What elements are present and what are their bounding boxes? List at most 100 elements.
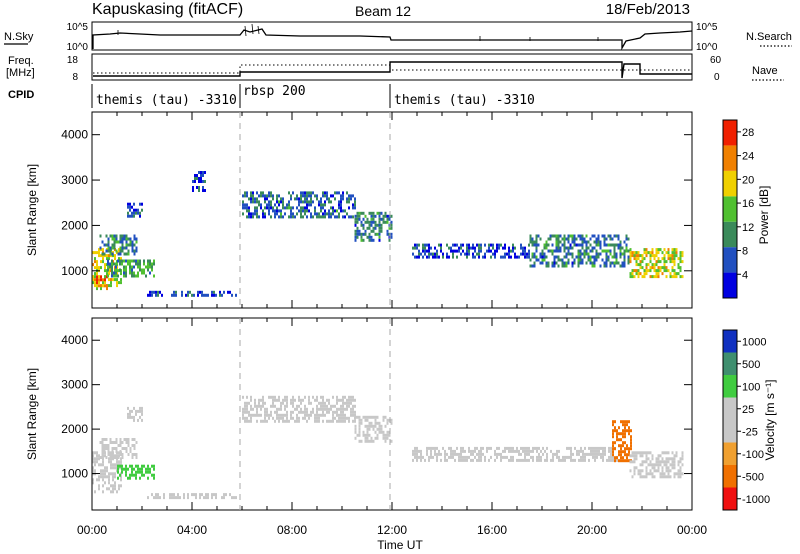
frequency-trace: [93, 61, 692, 79]
power-region-4: [99, 234, 138, 256]
date-title: 18/Feb/2013: [606, 1, 690, 18]
nave-label: Nave: [752, 65, 778, 77]
power-ytick-label: 3000: [61, 173, 88, 187]
velocity-colorbar-segment: [723, 465, 737, 488]
velocity-heatmap: [92, 395, 684, 500]
power-region-10: [412, 243, 530, 259]
power-colorbar-tick: 12: [742, 222, 754, 234]
velocity-ytick-label: 1000: [61, 467, 88, 481]
power-region-11: [529, 234, 630, 268]
power-region-3: [107, 259, 155, 278]
velocity-colorbar-tick: -100: [742, 449, 764, 461]
velocity-y-label: Slant Range [km]: [25, 368, 39, 460]
power-region-9: [354, 211, 393, 242]
nave-tick-top: 60: [710, 55, 722, 66]
velocity-colorbar: 1000 500 100 25 -25 -100 -500 -1000 Velocity [m…: [722, 329, 777, 511]
velocity-region-3: [99, 438, 138, 459]
search-label: N.Search: [746, 31, 792, 43]
velocity-colorbar-tick: -25: [742, 426, 758, 438]
x-tick-label: 04:00: [177, 523, 207, 537]
power-colorbar-segment: [723, 170, 737, 197]
velocity-colorbar-segment: [723, 330, 737, 353]
velocity-region-4: [127, 406, 143, 422]
velocity-region-9: [612, 420, 632, 463]
power-ytick-label: 4000: [61, 128, 88, 142]
velocity-region-2: [117, 464, 155, 480]
nave-trace: [93, 64, 692, 74]
power-colorbar-tick: 20: [742, 174, 754, 186]
power-colorbar-tick: 16: [742, 198, 754, 210]
power-colorbar-tick: 28: [742, 127, 754, 139]
station-title: Kapuskasing (fitACF): [92, 1, 243, 18]
search-tick-top: 10^5: [696, 22, 718, 33]
power-colorbar-segment: [723, 120, 737, 146]
power-region-5: [127, 202, 143, 218]
sky-tick-bottom: 10^0: [67, 42, 89, 53]
velocity-colorbar-segment: [723, 397, 737, 420]
power-ytick-label: 2000: [61, 218, 88, 232]
velocity-panel: 1000 2000 3000 4000 Slant Range [km] 00:00 0…: [25, 317, 707, 552]
x-axis-label: Time UT: [377, 538, 423, 552]
velocity-ytick-label: 4000: [61, 333, 88, 347]
velocity-colorbar-tick: -1000: [742, 494, 770, 506]
x-tick-label: 12:00: [377, 523, 407, 537]
power-region-12: [629, 248, 684, 279]
velocity-colorbar-segment: [723, 420, 737, 443]
velocity-colorbar-tick: 500: [742, 359, 760, 371]
power-ytick-label: 1000: [61, 264, 88, 278]
sky-label: N.Sky: [4, 31, 34, 43]
power-region-7: [192, 171, 206, 192]
power-panel: 1000 2000 3000 4000 Slant Range [km]: [25, 111, 693, 309]
power-scale-label: Power [dB]: [757, 186, 771, 245]
sky-noise-panel: N.Sky 10^5 10^0 N.Search 10^5 10^0: [4, 21, 792, 53]
velocity-region-6: [242, 395, 356, 423]
power-colorbar-segment: [723, 247, 737, 273]
beam-title: Beam 12: [355, 3, 411, 19]
nave-tick-bottom: 0: [714, 72, 720, 83]
velocity-colorbar-tick: -500: [742, 471, 764, 483]
search-tick-bottom: 10^0: [696, 42, 718, 53]
freq-tick-top: 18: [67, 55, 79, 66]
velocity-region-10: [629, 451, 684, 479]
power-colorbar-tick: 4: [742, 269, 748, 281]
velocity-colorbar-segment: [723, 375, 737, 398]
velocity-scale-label: Velocity [m s⁻¹]: [763, 379, 777, 460]
freq-tick-bottom: 8: [72, 72, 78, 83]
power-colorbar-segment: [723, 272, 737, 298]
power-colorbar-tick: 24: [742, 151, 754, 163]
velocity-region-8: [412, 446, 618, 462]
freq-label-2: [MHz]: [6, 67, 35, 79]
x-tick-label: 16:00: [477, 523, 507, 537]
velocity-colorbar-segment: [723, 487, 737, 510]
velocity-colorbar-segment: [723, 442, 737, 465]
power-region-6: [147, 290, 237, 297]
power-colorbar-segment: [723, 145, 737, 171]
freq-label-1: Freq.: [8, 55, 34, 67]
velocity-region-5: [147, 493, 237, 500]
power-colorbar-segment: [723, 221, 737, 248]
power-region-8: [242, 191, 356, 219]
x-tick-label: 08:00: [277, 523, 307, 537]
sky-noise-trace: [92, 28, 693, 51]
velocity-colorbar-tick: 25: [742, 404, 754, 416]
velocity-colorbar-tick: 100: [742, 381, 760, 393]
cpid-bar: CPID themis (tau) -3310 rbsp 200 themis …: [8, 84, 535, 108]
x-tick-label: 00:00: [677, 523, 707, 537]
x-tick-label: 00:00: [77, 523, 107, 537]
velocity-colorbar-tick: 1000: [742, 336, 766, 348]
cpid-label: CPID: [8, 89, 34, 101]
power-colorbar-segment: [723, 196, 737, 222]
cpid-segment-1: themis (tau) -3310: [96, 93, 237, 108]
sky-tick-top: 10^5: [67, 22, 89, 33]
power-colorbar-tick: 8: [742, 246, 748, 258]
frequency-panel: Freq. [MHz] 18 8 Nave 60 0: [6, 53, 784, 83]
velocity-colorbar-segment: [723, 352, 737, 375]
velocity-ytick-label: 2000: [61, 422, 88, 436]
power-y-label: Slant Range [km]: [25, 164, 39, 256]
velocity-ytick-label: 3000: [61, 378, 88, 392]
cpid-segment-2: rbsp 200: [243, 84, 306, 99]
power-heatmap: [92, 171, 684, 297]
power-colorbar: 4 8 12 16 20 24 28 Power [dB]: [722, 119, 771, 299]
cpid-segment-3: themis (tau) -3310: [394, 93, 535, 108]
